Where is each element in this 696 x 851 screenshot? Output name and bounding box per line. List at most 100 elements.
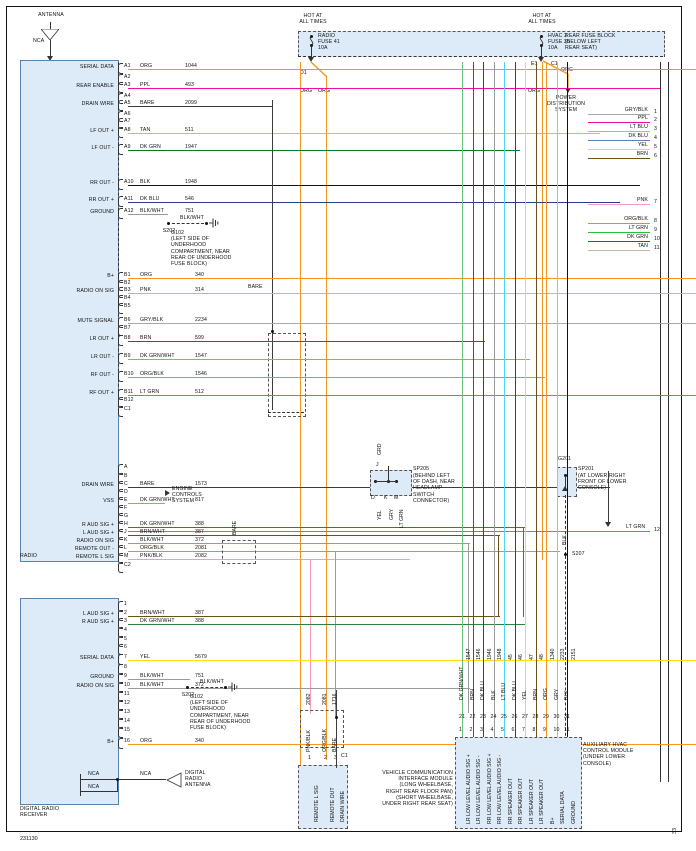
amp-signal-10: GROUND [570,800,577,824]
g201-dash-wire-2 [565,556,566,756]
radio-fuse-stem [311,47,312,59]
wire-drr2 [128,624,525,626]
pin-bracket [118,353,123,364]
amp-pin-10: 31 [564,714,571,720]
wire-color-a9: BLK [140,179,151,185]
pin-number-b3: B4 [124,295,131,301]
pin-bracket [118,144,123,155]
rear-fuse-block-label: REAR FUSE BLOCK (BELOW LEFT REAR SEAT) [565,33,616,52]
bare-wire-2099-vert [272,100,274,410]
digital-radio-receiver-box [20,598,119,805]
amp-pin2-3: 4 [490,727,494,733]
right-num-2: 3 [654,126,658,132]
pin-bracket [118,738,123,749]
signal-label-drr8: GROUND [90,674,114,680]
wire-a8 [128,150,520,152]
amp-color-4: LT BLU [501,682,507,700]
antenna-stem-top [50,22,51,29]
hvac-fuse-pin-label: E1 [531,61,538,67]
amp-pin-4: 25 [501,714,508,720]
wire-circuit-c7: 388 [195,521,205,527]
radio-fuse-hot-label: HOT AT ALL TIMES [299,13,327,26]
bare-vertical-label: BARE [248,284,263,290]
sp205-feed [388,466,389,481]
vcim-signal-2: DRAIN WIRE [340,790,346,822]
wire-a10 [128,202,620,204]
pin-number-b5: B6 [124,317,131,323]
pin-number-drr13: 14 [124,718,131,724]
drr-ant-dot [116,778,119,781]
amp-wire-7 [535,62,537,737]
amp-pin-3: 24 [490,714,497,720]
right-num-7: 8 [654,218,658,224]
amp-color-1: BRN [469,689,476,700]
wire-color-drr1: BRN/WHT [140,610,166,616]
signal-label-a4: DRAIN WIRE [81,101,114,107]
g102-wire-label: BLK/WHT [180,215,204,221]
antenna-label: ANTENNA [38,12,64,18]
right-color-0: GRY/BLK [624,107,648,113]
right-color-9: DK GRN [627,234,648,240]
amp-pin-6: 27 [522,714,529,720]
signal-label-c7: R AUD SIG + [81,522,114,528]
wire-c8 [128,535,500,537]
vcim-shield-box [300,710,344,748]
wire-circuit-a7: 511 [185,127,194,133]
right-ltgrn-num: 12 [654,527,661,533]
amp-wire-8 [546,62,548,737]
hvac-fuse-arrow-icon [538,57,544,62]
amp-wire-5 [514,62,516,737]
wire-drr6 [128,660,696,662]
pin-number-c6: G [124,513,129,519]
pin-number-b12: C1 [124,406,131,412]
right-wire-8 [588,232,650,234]
wire-a7 [128,133,600,135]
pin-number-drr0: 1 [124,601,128,607]
wire-drr1 [128,616,500,618]
g102b-wire-label: BLK/WHT [200,679,224,685]
pin-bracket [118,82,123,93]
sp205-ltgrn-label: LT GRN [399,509,405,528]
amp-pin2-10: 11 [564,727,570,733]
vcim-signal-1: REMOTE OUT [330,787,336,822]
wire-a9 [128,185,640,187]
sp205-bus [375,481,397,482]
sp201-desc-label: (AT LOWER RIGHT FRONT OF LOWER CONSOLE) [578,473,627,492]
amp-circuit-1: 1546 [476,648,482,660]
wire-c2 [128,487,610,489]
right-color-8: LT GRN [628,225,648,231]
pin-number-c2: C [124,481,128,487]
amp-pin-0: 21 [459,714,466,720]
sp205-name-label: SP205 [413,466,430,472]
amp-pin2-4: 5 [501,727,505,733]
hvac-fuse-wire1-label: ORG [528,88,541,94]
pin-bracket [118,111,123,122]
right-wire-2 [588,131,650,133]
radio-fuse-symbol-icon [309,35,314,47]
sp205-yel-label: YEL [377,510,383,520]
wire-color-a4: BARE [140,100,155,106]
amp-color-8: ORG [543,688,549,700]
pin-number-drr10: 11 [124,691,130,697]
sp205-desc-label: (BEHIND LEFT OF DASH, NEAR HEADLAMP SWIT… [413,473,455,504]
pin-bracket [118,127,123,138]
signal-label-c9: RADIO ON SIG [76,538,114,544]
wire-circuit-c11: 2082 [195,553,208,559]
hvac-fuse-hot-label: HOT AT ALL TIMES [528,13,556,26]
vcim-color-1: ORG/BLK [322,728,328,752]
amp-wire-1 [472,62,474,737]
wire-color-drr6: YEL [140,654,151,660]
g102b-name-label: G102 (LEFT SIDE OF UNDERHOOD COMPARTMENT… [190,694,251,732]
amp-wire-0 [462,62,464,737]
digital-radio-antenna-label: DIGITAL RADIO ANTENNA [185,770,211,789]
amp-color-3: BLK [490,690,497,700]
radio-fuse-wire2-label: ORG [318,88,331,94]
radio-fuse-pin-label: D1 [300,70,307,76]
amp-signal-5: RR SPEAKER OUT [518,778,524,824]
right-wire-6 [588,204,650,206]
pin-number-c1: B [124,473,128,479]
right-wire-4 [588,149,650,151]
wire-circuit-drr8: 751 [195,673,205,679]
orange-wire-hvac [542,62,544,560]
wire-bare-1573-vert [608,471,610,526]
